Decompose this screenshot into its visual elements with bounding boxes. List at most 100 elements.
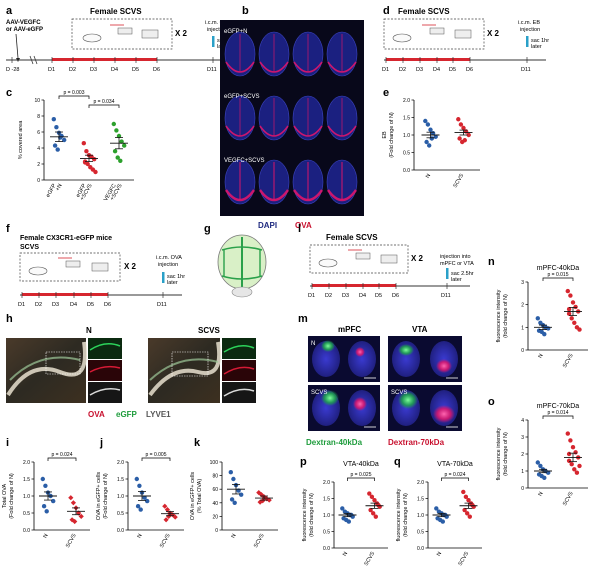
x-tick-label: N bbox=[538, 491, 545, 497]
data-point bbox=[427, 143, 432, 148]
y-tick-label: 0.5 bbox=[417, 530, 424, 536]
data-point bbox=[231, 476, 236, 482]
series-egfp-+scvs bbox=[80, 141, 98, 175]
data-point bbox=[568, 293, 573, 298]
data-point bbox=[266, 497, 272, 503]
y-axis-label: EB bbox=[382, 131, 388, 139]
data-point bbox=[542, 475, 547, 480]
data-point bbox=[111, 121, 117, 127]
y-axis-label: (Fold change of N) bbox=[103, 473, 109, 519]
virus-arrow bbox=[15, 33, 19, 59]
data-point bbox=[428, 127, 433, 132]
y-tick-label: 1.5 bbox=[117, 477, 124, 483]
data-point bbox=[229, 497, 235, 502]
panel-d: d Female SCVS X 2 i.c.m. EB injection sa… bbox=[382, 5, 549, 73]
data-point bbox=[137, 483, 142, 488]
y-tick-label: 1 bbox=[521, 469, 524, 475]
y-axis-label: (% Total OVA) bbox=[197, 479, 203, 514]
y-tick-label: 4 bbox=[521, 418, 524, 424]
tl-l-d4: D4 bbox=[359, 293, 366, 299]
mouse-restraint-icon-a bbox=[82, 24, 159, 43]
data-point bbox=[78, 513, 84, 519]
data-point bbox=[461, 489, 466, 495]
p-value-label: p = 0.024 bbox=[52, 452, 73, 458]
panel-letter-p: p bbox=[300, 456, 307, 468]
y-axis-label: (fold change of N) bbox=[503, 294, 509, 338]
virus-label-line2: or AAV-eGFP bbox=[6, 27, 43, 33]
injection-marker-l bbox=[446, 268, 449, 279]
tl-a-d11: D11 bbox=[207, 67, 217, 73]
y-axis-label: (fold change of N) bbox=[309, 493, 315, 537]
data-point bbox=[166, 513, 172, 519]
series-scvs bbox=[255, 490, 273, 505]
tl-l-d1: D1 bbox=[308, 293, 315, 299]
micrograph-m-vta-scvs bbox=[388, 385, 462, 431]
series-scvs bbox=[67, 495, 85, 525]
y-tick-label: 0 bbox=[215, 528, 218, 534]
protocol-title-f1: Female CX3CR1-eGFP mice bbox=[20, 235, 112, 242]
data-point bbox=[423, 118, 428, 124]
p-value-label: p = 0.014 bbox=[548, 410, 569, 416]
data-point bbox=[572, 320, 577, 325]
x-tick-label: N bbox=[342, 551, 349, 557]
y-tick-label: 1.5 bbox=[23, 477, 30, 483]
micrograph-m-mpfc-n bbox=[308, 336, 380, 382]
data-point bbox=[425, 122, 431, 127]
y-tick-label: 0.0 bbox=[117, 528, 124, 534]
data-point bbox=[577, 327, 582, 332]
data-point bbox=[258, 492, 264, 498]
y-axis-label: fluorescence intensity bbox=[302, 488, 308, 541]
y-tick-label: 2.0 bbox=[323, 480, 330, 486]
legend-ova: OVA bbox=[295, 221, 312, 230]
p-value-label: p = 0.003 bbox=[64, 90, 85, 96]
tl-l-d5: D5 bbox=[375, 293, 382, 299]
significance-bracket bbox=[88, 104, 120, 108]
data-point bbox=[81, 141, 87, 146]
dot-plot-p: VTA-40kDa 0.0 0.5 1.0 1.5 2.0 fluorescence int… bbox=[302, 461, 388, 567]
repeat-label-a: X 2 bbox=[175, 29, 188, 38]
data-point bbox=[542, 331, 547, 337]
y-tick-label: 2.0 bbox=[403, 98, 410, 104]
y-tick-label: 1.0 bbox=[117, 494, 124, 500]
panel-letter-c: c bbox=[6, 87, 12, 99]
data-point bbox=[569, 316, 574, 321]
data-point bbox=[434, 506, 439, 511]
significance-bracket bbox=[47, 457, 77, 461]
x-tick-label: +N bbox=[55, 183, 64, 192]
y-tick-label: 0.5 bbox=[403, 151, 410, 157]
data-point bbox=[70, 500, 76, 506]
data-point bbox=[373, 514, 378, 519]
row-label-egfp-scvs: eGFP+SCVS bbox=[224, 94, 260, 100]
series-egfp-+n bbox=[50, 117, 68, 152]
tl-l-d3: D3 bbox=[342, 293, 349, 299]
stress-box-d bbox=[383, 18, 485, 50]
data-point bbox=[84, 149, 89, 154]
stress-box-a bbox=[71, 18, 173, 50]
h-legend-egfp: eGFP bbox=[116, 410, 138, 419]
series-scvs bbox=[365, 491, 384, 519]
data-point bbox=[43, 483, 48, 488]
h-legend-lyve1: LYVE1 bbox=[146, 410, 171, 419]
y-tick-label: 2.0 bbox=[117, 460, 124, 466]
injection-label-l1: injection into bbox=[440, 254, 471, 260]
y-tick-label: 100 bbox=[210, 460, 219, 466]
data-point bbox=[135, 504, 141, 509]
data-point bbox=[440, 519, 445, 524]
y-axis-label: fluorescence intensity bbox=[396, 488, 402, 541]
data-point bbox=[260, 498, 266, 504]
data-point bbox=[456, 117, 461, 122]
series-scvs bbox=[564, 288, 582, 332]
tl-a-dm28: D -28 bbox=[6, 67, 19, 73]
tl-a-d3: D3 bbox=[90, 67, 97, 73]
y-tick-label: 1.5 bbox=[417, 497, 424, 503]
data-point bbox=[569, 462, 574, 467]
injection-marker-a bbox=[212, 36, 215, 47]
data-point bbox=[470, 502, 475, 508]
y-tick-label: 2.0 bbox=[23, 460, 30, 466]
series-scvs bbox=[454, 117, 473, 145]
panel-letter-b: b bbox=[242, 5, 249, 17]
series-n bbox=[39, 476, 57, 514]
tl-d-d3: D3 bbox=[416, 67, 423, 73]
x-tick-label: SCVS bbox=[458, 551, 471, 567]
